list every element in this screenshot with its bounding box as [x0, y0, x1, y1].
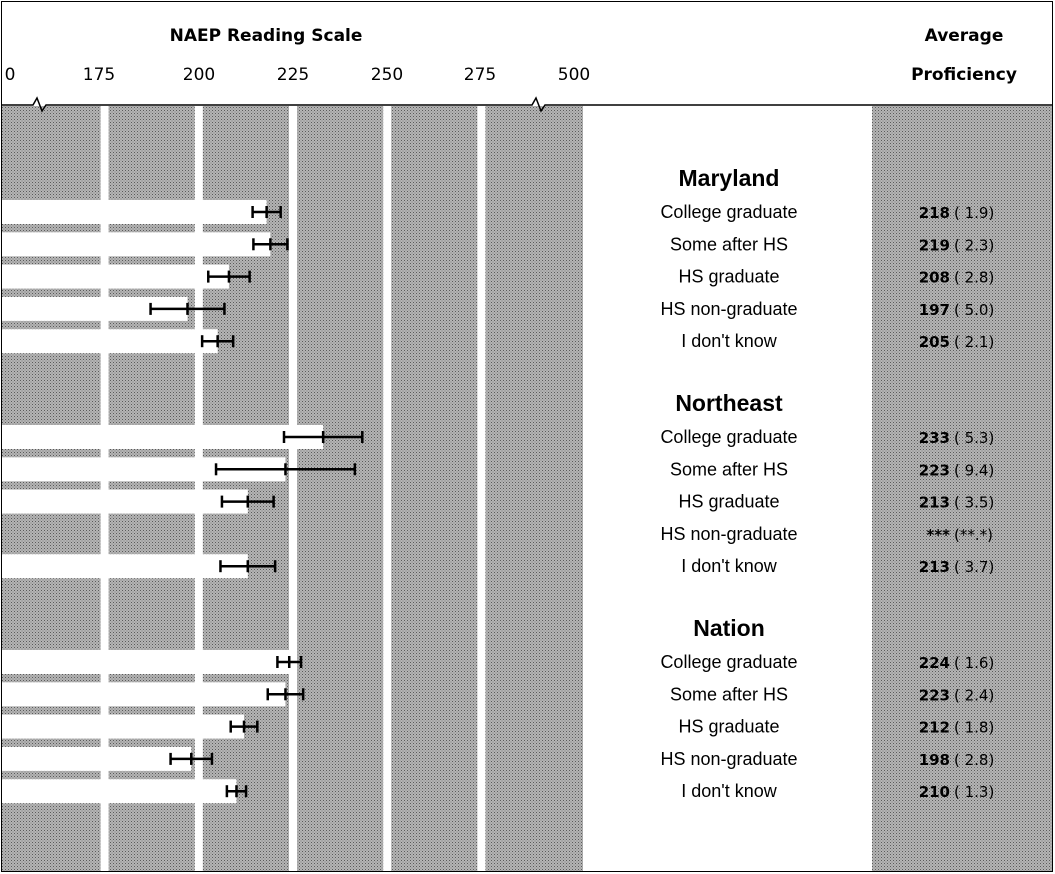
group-title-northeast: Northeast — [675, 390, 783, 416]
proficiency-value-nation-2: 212 — [919, 719, 950, 737]
proficiency-value-northeast-0: 233 — [919, 429, 950, 447]
gridline-200 — [194, 106, 203, 871]
proficiency-se-nation-0: ( 1.6) — [954, 654, 994, 672]
proficiency-se-maryland-3: ( 5.0) — [954, 301, 994, 319]
row-label-maryland-4: I don't know — [681, 331, 777, 351]
proficiency-value-northeast-1: 223 — [919, 461, 950, 479]
bar-nation-2 — [2, 714, 245, 739]
gridline-275 — [477, 106, 486, 871]
proficiency-se-nation-4: ( 1.3) — [954, 783, 994, 801]
proficiency-value-maryland-1: 219 — [919, 236, 950, 254]
row-label-maryland-0: College graduate — [660, 202, 797, 222]
proficiency-value-northeast-4: 213 — [919, 558, 950, 576]
proficiency-value-maryland-2: 208 — [919, 269, 950, 287]
proficiency-value-maryland-3: 197 — [919, 301, 950, 319]
proficiency-value-maryland-4: 205 — [919, 333, 950, 351]
row-label-maryland-2: HS graduate — [678, 267, 779, 287]
row-label-maryland-1: Some after HS — [670, 234, 788, 254]
bar-maryland-0 — [2, 200, 267, 224]
proficiency-value-northeast-3: *** — [926, 526, 950, 544]
row-label-northeast-0: College graduate — [660, 427, 797, 447]
proficiency-value-maryland-0: 218 — [919, 204, 950, 222]
proficiency-value-northeast-2: 213 — [919, 494, 950, 512]
proficiency-title-line2: Proficiency — [911, 65, 1017, 85]
row-label-nation-4: I don't know — [681, 781, 777, 801]
label-panel — [583, 106, 872, 871]
proficiency-se-nation-2: ( 1.8) — [954, 719, 994, 737]
row-label-nation-2: HS graduate — [678, 717, 779, 737]
proficiency-se-nation-1: ( 2.4) — [954, 686, 994, 704]
proficiency-se-northeast-3: (**.*) — [954, 526, 993, 544]
proficiency-value-nation-4: 210 — [919, 783, 950, 801]
gridline-175 — [100, 106, 109, 871]
proficiency-se-northeast-1: ( 9.4) — [954, 461, 994, 479]
proficiency-shading — [872, 106, 1052, 871]
bar-nation-3 — [2, 746, 192, 771]
scale-title: NAEP Reading Scale — [170, 26, 363, 46]
bar-nation-1 — [2, 682, 286, 707]
x-tick-label-500: 500 — [558, 65, 590, 85]
proficiency-se-maryland-2: ( 2.8) — [954, 269, 994, 287]
row-label-northeast-4: I don't know — [681, 556, 777, 576]
group-title-maryland: Maryland — [679, 165, 780, 191]
bar-northeast-2 — [2, 489, 248, 514]
bar-nation-4 — [2, 779, 237, 804]
x-tick-label-175: 175 — [83, 65, 115, 85]
row-label-nation-1: Some after HS — [670, 684, 788, 704]
bar-nation-0 — [2, 650, 290, 674]
proficiency-se-maryland-4: ( 2.1) — [954, 333, 994, 351]
proficiency-se-nation-3: ( 2.8) — [954, 751, 994, 769]
proficiency-value-nation-3: 198 — [919, 751, 950, 769]
row-label-northeast-2: HS graduate — [678, 492, 779, 512]
row-label-northeast-3: HS non-graduate — [660, 524, 797, 544]
proficiency-se-northeast-0: ( 5.3) — [954, 429, 994, 447]
bar-northeast-4 — [2, 554, 248, 579]
row-label-nation-3: HS non-graduate — [660, 749, 797, 769]
proficiency-value-nation-1: 223 — [919, 686, 950, 704]
axis-line — [2, 96, 1052, 113]
x-tick-label-275: 275 — [464, 65, 496, 85]
x-tick-label-225: 225 — [277, 65, 309, 85]
gridline-225 — [289, 106, 297, 871]
row-label-maryland-3: HS non-graduate — [660, 299, 797, 319]
x-tick-label-200: 200 — [183, 65, 215, 85]
bar-northeast-0 — [2, 425, 324, 449]
group-title-nation: Nation — [693, 615, 765, 641]
proficiency-se-maryland-1: ( 2.3) — [954, 236, 994, 254]
proficiency-value-nation-0: 224 — [919, 654, 950, 672]
proficiency-se-northeast-4: ( 3.7) — [954, 558, 994, 576]
row-label-northeast-1: Some after HS — [670, 459, 788, 479]
x-tick-label-0: 0 — [5, 65, 16, 85]
bar-maryland-4 — [2, 329, 218, 354]
x-tick-label-250: 250 — [371, 65, 403, 85]
proficiency-title-line1: Average — [925, 26, 1004, 46]
row-label-nation-0: College graduate — [660, 652, 797, 672]
proficiency-se-northeast-2: ( 3.5) — [954, 494, 994, 512]
bar-maryland-1 — [2, 232, 271, 257]
proficiency-se-maryland-0: ( 1.9) — [954, 204, 994, 222]
gridline-250 — [383, 106, 392, 871]
bar-maryland-2 — [2, 264, 229, 289]
